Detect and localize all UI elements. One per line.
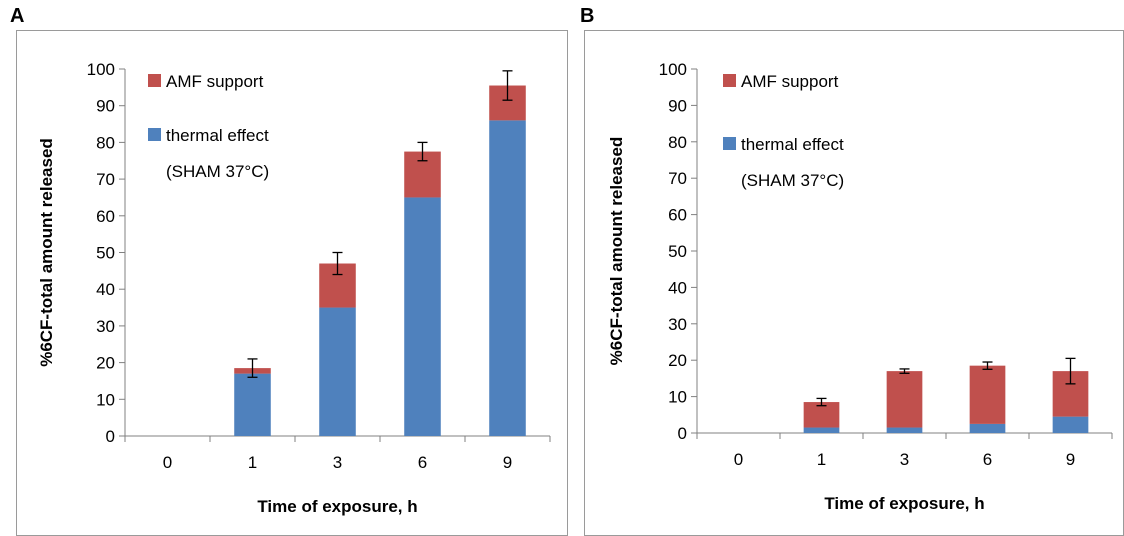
y-tick-label: 60 (96, 207, 115, 226)
x-tick-label: 6 (983, 450, 992, 469)
y-tick-label: 60 (668, 206, 687, 225)
bar-thermal-effect (234, 373, 271, 436)
legend-label-thermal-effect: thermal effect (741, 135, 844, 154)
bar-thermal-effect (1052, 416, 1089, 433)
x-tick-label: 0 (163, 453, 172, 472)
bar-thermal-effect (886, 427, 923, 433)
y-tick-label: 50 (96, 244, 115, 263)
y-axis-title: %6CF-total amount released (37, 138, 56, 367)
x-axis-title: Time of exposure, h (824, 494, 984, 513)
bar-thermal-effect (489, 120, 526, 436)
legend-label-thermal-effect-sub: (SHAM 37°C) (741, 171, 844, 190)
bar-amf-support (969, 365, 1006, 424)
legend-swatch-thermal-effect (723, 137, 736, 150)
legend-label-amf-support: AMF support (166, 72, 264, 91)
y-tick-label: 40 (96, 280, 115, 299)
y-tick-label: 0 (106, 427, 115, 446)
panel-b-label: B (580, 5, 595, 27)
y-tick-label: 30 (668, 315, 687, 334)
y-tick-label: 90 (668, 96, 687, 115)
x-tick-label: 1 (817, 450, 826, 469)
bar-thermal-effect (969, 423, 1006, 433)
panel-a-label: A (10, 5, 25, 27)
x-tick-label: 9 (1066, 450, 1075, 469)
y-tick-label: 10 (668, 388, 687, 407)
y-tick-label: 70 (96, 170, 115, 189)
x-axis-title: Time of exposure, h (257, 497, 417, 516)
x-tick-label: 0 (734, 450, 743, 469)
legend-label-thermal-effect-sub: (SHAM 37°C) (166, 162, 269, 181)
x-tick-label: 3 (900, 450, 909, 469)
y-tick-label: 70 (668, 169, 687, 188)
y-axis-title: %6CF-total amount released (607, 137, 626, 366)
y-tick-label: 100 (87, 60, 115, 79)
y-tick-label: 10 (96, 390, 115, 409)
x-tick-label: 3 (333, 453, 342, 472)
bar-thermal-effect (404, 197, 441, 436)
y-tick-label: 0 (678, 424, 687, 443)
bar-thermal-effect (319, 307, 356, 436)
y-tick-label: 80 (96, 133, 115, 152)
legend-label-thermal-effect: thermal effect (166, 126, 269, 145)
y-tick-label: 80 (668, 133, 687, 152)
y-tick-label: 90 (96, 97, 115, 116)
y-tick-label: 40 (668, 278, 687, 297)
y-tick-label: 30 (96, 317, 115, 336)
legend-swatch-amf-support (148, 74, 161, 87)
bar-amf-support (886, 371, 923, 428)
y-tick-label: 100 (659, 60, 687, 79)
y-tick-label: 20 (96, 354, 115, 373)
bar-thermal-effect (803, 427, 840, 433)
legend-swatch-amf-support (723, 74, 736, 87)
x-tick-label: 9 (503, 453, 512, 472)
legend-swatch-thermal-effect (148, 128, 161, 141)
x-tick-label: 6 (418, 453, 427, 472)
y-tick-label: 20 (668, 351, 687, 370)
legend-label-amf-support: AMF support (741, 72, 839, 91)
y-tick-label: 50 (668, 242, 687, 261)
x-tick-label: 1 (248, 453, 257, 472)
